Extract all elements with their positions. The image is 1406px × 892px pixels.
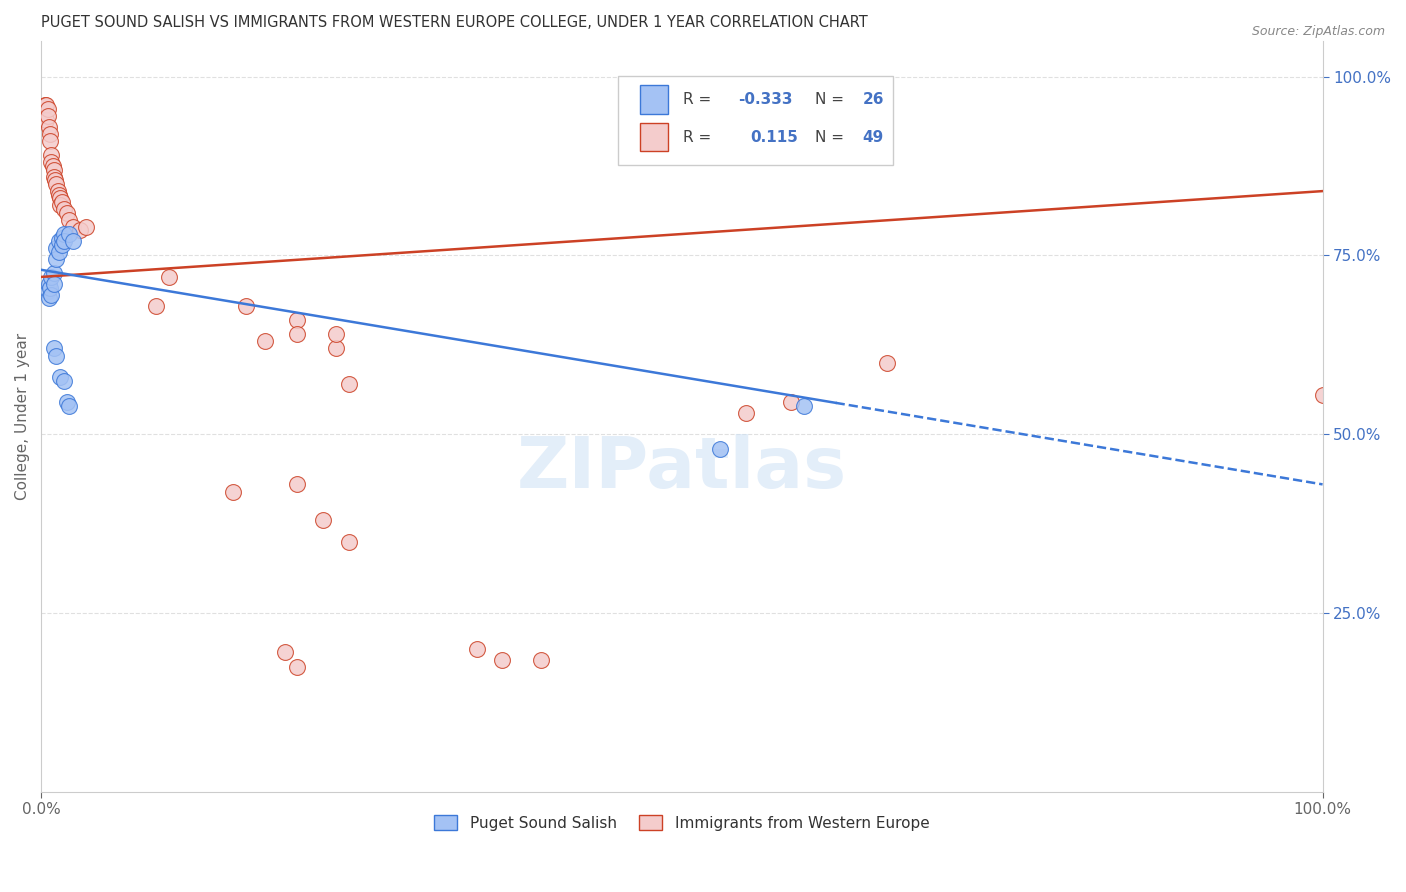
- Point: [779, 395, 801, 409]
- Point: [37, 102, 59, 116]
- Point: [51, 230, 73, 244]
- Point: [55, 395, 77, 409]
- Point: [273, 645, 295, 659]
- Point: [58, 399, 80, 413]
- Point: [41, 159, 63, 173]
- Point: [58, 212, 80, 227]
- Point: [37, 109, 59, 123]
- Text: 0.115: 0.115: [749, 129, 797, 145]
- Point: [337, 534, 360, 549]
- Text: Source: ZipAtlas.com: Source: ZipAtlas.com: [1251, 25, 1385, 38]
- Point: [530, 652, 553, 666]
- Point: [254, 334, 277, 349]
- Point: [287, 327, 309, 342]
- Point: [39, 127, 62, 141]
- Point: [39, 134, 62, 148]
- Point: [41, 155, 63, 169]
- Text: -0.333: -0.333: [738, 92, 793, 107]
- Point: [75, 219, 97, 234]
- Point: [49, 198, 72, 212]
- Legend: Puget Sound Salish, Immigrants from Western Europe: Puget Sound Salish, Immigrants from West…: [429, 809, 935, 837]
- Point: [55, 205, 77, 219]
- FancyBboxPatch shape: [640, 123, 668, 152]
- Text: ZIPatlas: ZIPatlas: [517, 434, 846, 503]
- Text: N =: N =: [815, 129, 849, 145]
- Point: [38, 292, 60, 306]
- Point: [35, 98, 58, 112]
- Point: [44, 173, 66, 187]
- Point: [48, 244, 70, 259]
- Point: [58, 227, 80, 241]
- Point: [465, 641, 488, 656]
- Point: [491, 652, 513, 666]
- Point: [45, 349, 67, 363]
- Point: [41, 288, 63, 302]
- Point: [45, 241, 67, 255]
- Point: [48, 234, 70, 248]
- Point: [235, 299, 257, 313]
- Text: 49: 49: [862, 129, 884, 145]
- Point: [735, 406, 758, 420]
- Point: [325, 327, 347, 342]
- Point: [51, 194, 73, 209]
- Y-axis label: College, Under 1 year: College, Under 1 year: [15, 333, 30, 500]
- Point: [42, 266, 65, 280]
- Point: [1312, 388, 1334, 402]
- Point: [51, 237, 73, 252]
- Point: [38, 120, 60, 134]
- Point: [69, 223, 91, 237]
- Text: R =: R =: [683, 129, 716, 145]
- Point: [145, 299, 167, 313]
- Point: [42, 277, 65, 291]
- Point: [49, 191, 72, 205]
- Text: 26: 26: [862, 92, 884, 107]
- Point: [53, 227, 76, 241]
- Point: [45, 252, 67, 266]
- Point: [312, 513, 335, 527]
- Point: [42, 342, 65, 356]
- Point: [287, 313, 309, 327]
- FancyBboxPatch shape: [640, 86, 668, 114]
- Point: [39, 280, 62, 294]
- Text: PUGET SOUND SALISH VS IMMIGRANTS FROM WESTERN EUROPE COLLEGE, UNDER 1 YEAR CORRE: PUGET SOUND SALISH VS IMMIGRANTS FROM WE…: [41, 15, 868, 30]
- Point: [53, 374, 76, 388]
- Point: [709, 442, 731, 456]
- Point: [157, 269, 180, 284]
- Point: [42, 169, 65, 184]
- Point: [337, 377, 360, 392]
- Point: [49, 370, 72, 384]
- Point: [53, 202, 76, 216]
- Point: [37, 285, 59, 299]
- Point: [45, 177, 67, 191]
- Point: [48, 187, 70, 202]
- Point: [287, 477, 309, 491]
- Point: [62, 219, 84, 234]
- Point: [38, 277, 60, 291]
- Point: [811, 105, 834, 120]
- Point: [222, 484, 245, 499]
- Point: [62, 234, 84, 248]
- Point: [53, 234, 76, 248]
- Point: [41, 269, 63, 284]
- Point: [34, 98, 56, 112]
- Point: [41, 148, 63, 162]
- Text: N =: N =: [815, 92, 849, 107]
- Point: [325, 342, 347, 356]
- Point: [42, 162, 65, 177]
- Text: R =: R =: [683, 92, 716, 107]
- FancyBboxPatch shape: [617, 76, 893, 165]
- Point: [793, 399, 815, 413]
- Point: [46, 184, 69, 198]
- Point: [35, 112, 58, 127]
- Point: [287, 660, 309, 674]
- Point: [876, 356, 898, 370]
